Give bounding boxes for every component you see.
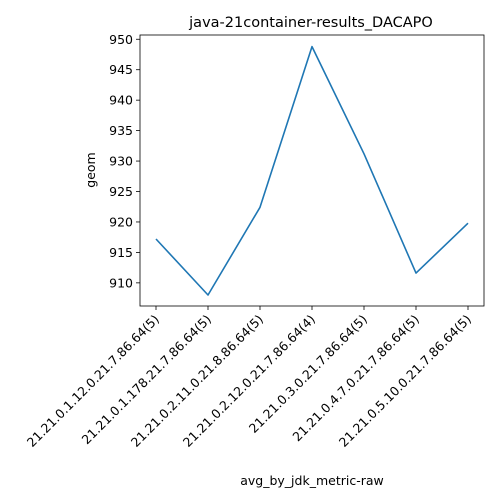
y-tick-label: 945	[109, 62, 133, 77]
x-axis: 21.21.0.1.12.0.21.7.86.64(5)21.21.0.1.17…	[24, 306, 474, 450]
y-tick-label: 930	[109, 154, 133, 169]
x-axis-label: avg_by_jdk_metric-raw	[240, 473, 384, 488]
y-tick-label: 940	[109, 93, 133, 108]
y-tick-label: 915	[109, 245, 133, 260]
y-tick-label: 935	[109, 123, 133, 138]
y-axis: 910 915 920 925 930 935 940 945 950	[109, 32, 140, 290]
series-layer	[155, 45, 469, 296]
plot-area	[139, 34, 485, 307]
series-line	[155, 45, 469, 296]
chart-title: java-21container-results_DACAPO	[188, 15, 433, 31]
y-tick-label: 950	[109, 32, 133, 47]
y-tick-label: 925	[109, 184, 133, 199]
y-tick-label: 910	[109, 275, 133, 290]
y-tick-label: 920	[109, 214, 133, 229]
y-axis-label: geom	[83, 152, 98, 187]
